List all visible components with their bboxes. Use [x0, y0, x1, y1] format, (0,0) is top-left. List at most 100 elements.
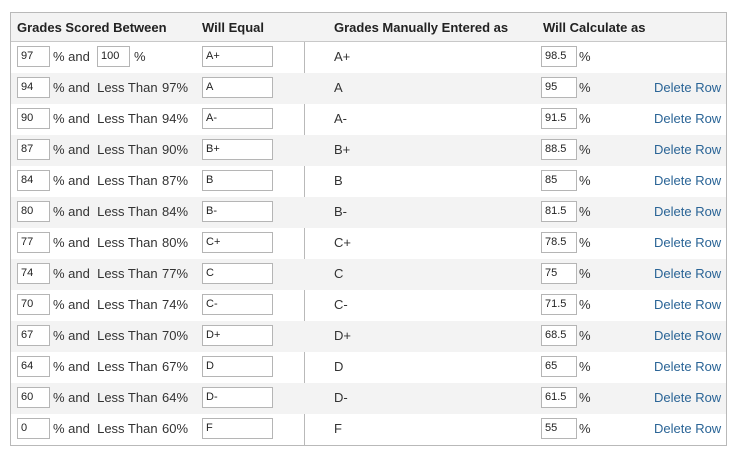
min-percent-input[interactable]: 0	[17, 418, 50, 439]
percent-less-than-label: % and Less Than	[53, 204, 158, 219]
letter-grade-input[interactable]: B+	[202, 139, 273, 160]
table-row: 90% and Less Than 94% A- A- 91.5% Delete Row	[11, 104, 726, 135]
percent-less-than-label: % and Less Than	[53, 328, 158, 343]
min-percent-input[interactable]: 60	[17, 387, 50, 408]
percent-sign: %	[579, 266, 591, 281]
min-percent-input[interactable]: 97	[17, 46, 50, 67]
percent-less-than-label: % and Less Than	[53, 173, 158, 188]
letter-grade-input[interactable]: B-	[202, 201, 273, 222]
delete-row-link[interactable]: Delete Row	[654, 421, 722, 436]
percent-sign: %	[579, 297, 591, 312]
min-percent-input[interactable]: 87	[17, 139, 50, 160]
manual-grade-label: A-	[334, 111, 347, 126]
header-grades-manually-entered: Grades Manually Entered as	[334, 20, 509, 35]
table-row: 60% and Less Than 64% D- D- 61.5% Delete Row	[11, 383, 726, 414]
percent-sign: %	[579, 204, 591, 219]
percent-less-than-label: % and Less Than	[53, 421, 158, 436]
upper-bound-value: 97%	[162, 80, 189, 95]
percent-and-label: % and	[53, 49, 90, 64]
percent-less-than-label: % and Less Than	[53, 297, 158, 312]
percent-sign: %	[579, 390, 591, 405]
table-row: 97% and 100% A+ A+ 98.5%	[11, 42, 726, 73]
delete-row-link[interactable]: Delete Row	[654, 328, 722, 343]
calculate-as-input[interactable]: 88.5	[541, 139, 577, 160]
letter-grade-input[interactable]: C	[202, 263, 273, 284]
table-row: 64% and Less Than 67% D D 65% Delete Row	[11, 352, 726, 383]
percent-less-than-label: % and Less Than	[53, 390, 158, 405]
delete-row-link[interactable]: Delete Row	[654, 173, 722, 188]
min-percent-input[interactable]: 74	[17, 263, 50, 284]
percent-sign: %	[579, 173, 591, 188]
calculate-as-input[interactable]: 78.5	[541, 232, 577, 253]
letter-grade-input[interactable]: A+	[202, 46, 273, 67]
upper-bound-value: 80%	[162, 235, 189, 250]
upper-bound-value: 84%	[162, 204, 189, 219]
letter-grade-input[interactable]: F	[202, 418, 273, 439]
letter-grade-input[interactable]: B	[202, 170, 273, 191]
percent-sign: %	[579, 235, 591, 250]
percent-sign: %	[134, 49, 146, 64]
header-will-equal: Will Equal	[202, 20, 264, 35]
manual-grade-label: D-	[334, 390, 348, 405]
percent-sign: %	[579, 80, 591, 95]
table-row: 0% and Less Than 60% F F 55% Delete Row	[11, 414, 726, 445]
delete-row-link[interactable]: Delete Row	[654, 297, 722, 312]
min-percent-input[interactable]: 70	[17, 294, 50, 315]
percent-less-than-label: % and Less Than	[53, 266, 158, 281]
table-row: 70% and Less Than 74% C- C- 71.5% Delete Row	[11, 290, 726, 321]
min-percent-input[interactable]: 90	[17, 108, 50, 129]
min-percent-input[interactable]: 94	[17, 77, 50, 98]
manual-grade-label: F	[334, 421, 342, 436]
calculate-as-input[interactable]: 55	[541, 418, 577, 439]
table-row: 94% and Less Than 97% A A 95% Delete Row	[11, 73, 726, 104]
calculate-as-input[interactable]: 68.5	[541, 325, 577, 346]
letter-grade-input[interactable]: A-	[202, 108, 273, 129]
manual-grade-label: C-	[334, 297, 348, 312]
calculate-as-input[interactable]: 85	[541, 170, 577, 191]
letter-grade-input[interactable]: D	[202, 356, 273, 377]
letter-grade-input[interactable]: D+	[202, 325, 273, 346]
delete-row-link[interactable]: Delete Row	[654, 390, 722, 405]
header-will-calculate: Will Calculate as	[543, 20, 646, 35]
calculate-as-input[interactable]: 61.5	[541, 387, 577, 408]
upper-bound-value: 87%	[162, 173, 189, 188]
delete-row-link[interactable]: Delete Row	[654, 204, 722, 219]
percent-sign: %	[579, 421, 591, 436]
calculate-as-input[interactable]: 65	[541, 356, 577, 377]
calculate-as-input[interactable]: 71.5	[541, 294, 577, 315]
column-divider	[304, 13, 305, 445]
header-grades-scored-between: Grades Scored Between	[17, 20, 167, 35]
delete-row-link[interactable]: Delete Row	[654, 266, 722, 281]
delete-row-link[interactable]: Delete Row	[654, 359, 722, 374]
calculate-as-input[interactable]: 81.5	[541, 201, 577, 222]
percent-less-than-label: % and Less Than	[53, 142, 158, 157]
table-header: Grades Scored Between Will Equal Grades …	[11, 13, 726, 42]
letter-grade-input[interactable]: C+	[202, 232, 273, 253]
table-row: 74% and Less Than 77% C C 75% Delete Row	[11, 259, 726, 290]
delete-row-link[interactable]: Delete Row	[654, 80, 722, 95]
percent-sign: %	[579, 142, 591, 157]
upper-bound-value: 90%	[162, 142, 189, 157]
manual-grade-label: B	[334, 173, 343, 188]
upper-bound-value: 64%	[162, 390, 189, 405]
max-percent-input[interactable]: 100	[97, 46, 130, 67]
delete-row-link[interactable]: Delete Row	[654, 235, 722, 250]
calculate-as-input[interactable]: 91.5	[541, 108, 577, 129]
letter-grade-input[interactable]: C-	[202, 294, 273, 315]
min-percent-input[interactable]: 64	[17, 356, 50, 377]
delete-row-link[interactable]: Delete Row	[654, 142, 722, 157]
table-row: 80% and Less Than 84% B- B- 81.5% Delete Row	[11, 197, 726, 228]
delete-row-link[interactable]: Delete Row	[654, 111, 722, 126]
min-percent-input[interactable]: 84	[17, 170, 50, 191]
calculate-as-input[interactable]: 98.5	[541, 46, 577, 67]
manual-grade-label: C	[334, 266, 344, 281]
min-percent-input[interactable]: 77	[17, 232, 50, 253]
calculate-as-input[interactable]: 75	[541, 263, 577, 284]
min-percent-input[interactable]: 67	[17, 325, 50, 346]
letter-grade-input[interactable]: A	[202, 77, 273, 98]
min-percent-input[interactable]: 80	[17, 201, 50, 222]
table-row: 84% and Less Than 87% B B 85% Delete Row	[11, 166, 726, 197]
upper-bound-value: 60%	[162, 421, 189, 436]
letter-grade-input[interactable]: D-	[202, 387, 273, 408]
calculate-as-input[interactable]: 95	[541, 77, 577, 98]
